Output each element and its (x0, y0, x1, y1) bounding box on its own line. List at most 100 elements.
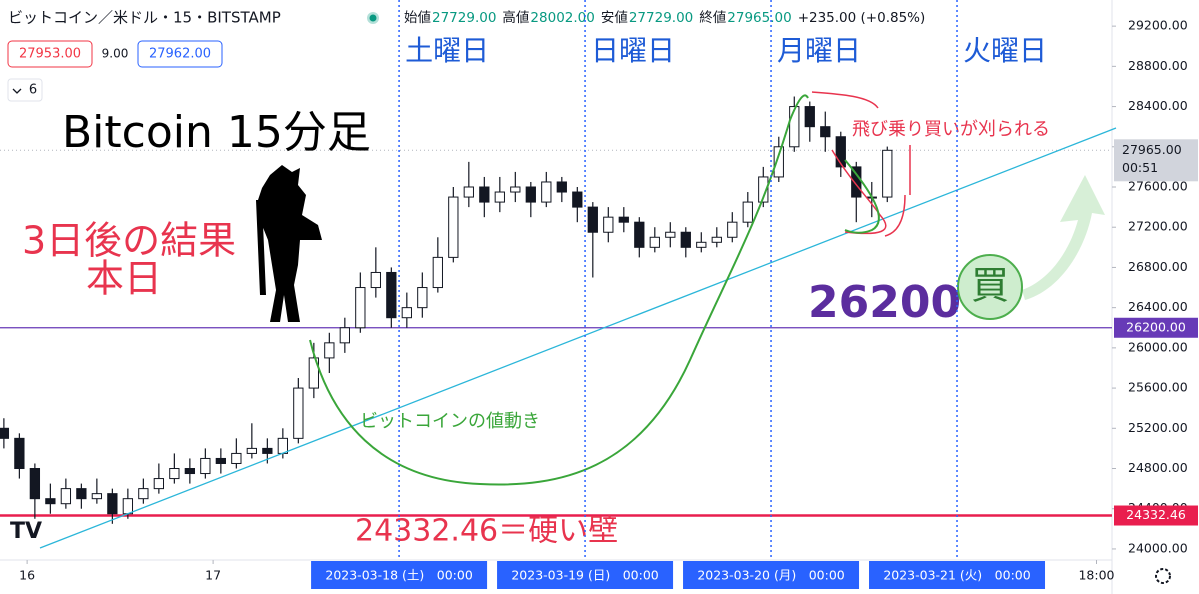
candle-body (727, 221, 738, 238)
y-tick-label: 24000.00 (1128, 540, 1188, 555)
candle-body (463, 186, 474, 198)
y-tick-label: 28800.00 (1128, 58, 1188, 73)
symbol-title: ビットコイン／米ドル・15・BITSTAMP (8, 9, 281, 27)
candle-body (572, 191, 583, 208)
buy-price[interactable]: 27962.00 (149, 47, 211, 62)
candle-body (401, 307, 412, 319)
sell-button[interactable] (7, 40, 93, 68)
y-tick-label: 25200.00 (1128, 420, 1188, 435)
candle-body (324, 342, 335, 359)
candle-body (308, 357, 319, 389)
candle-body (448, 196, 459, 258)
candle-body (339, 327, 350, 344)
status-dot (369, 14, 377, 22)
indicator-toggle[interactable] (7, 78, 43, 102)
result-note: 3日後の結果 (22, 219, 236, 263)
ohlc-label: +235.00 (+0.85%) (798, 10, 926, 26)
date-badge (497, 561, 674, 589)
buy-mark: 買 (971, 264, 1009, 308)
candle-body (200, 457, 211, 475)
y-tick-label: 24800.00 (1128, 460, 1188, 475)
y-tick-label: 26800.00 (1128, 259, 1188, 274)
target-price: 26200 (808, 277, 961, 328)
price-badge (1114, 505, 1198, 526)
candle-body (153, 478, 165, 490)
indicator-count[interactable]: 6 (29, 83, 37, 98)
drop-curve (844, 159, 880, 234)
ohlc-label: 高値 (502, 9, 529, 26)
candle-body (293, 387, 304, 439)
candle-body (29, 468, 41, 500)
candle-body (789, 106, 800, 148)
x-tick-label: 18:00 (1078, 568, 1114, 583)
buy-button[interactable] (137, 40, 223, 68)
candle-body (494, 191, 505, 203)
candle-body (649, 236, 660, 248)
date-badge-label: 2023-03-19 (日) 00:00 (511, 568, 658, 583)
candle-body (432, 256, 443, 289)
price-badge (1114, 317, 1198, 338)
candle-body (355, 287, 366, 329)
candle-body (882, 149, 893, 198)
candle-body (835, 136, 846, 168)
candle-body (773, 146, 784, 178)
day-name: 月曜日 (777, 34, 861, 67)
candle-body (417, 287, 428, 309)
price-badge-label: 26200.00 (1126, 319, 1186, 334)
date-badge (869, 561, 1046, 589)
candle-body (618, 216, 629, 223)
sell-price[interactable]: 27953.00 (19, 47, 81, 62)
ohlc-value: 27965.00 (727, 10, 791, 26)
candle-body (820, 126, 831, 138)
wall-note: 24332.46＝硬い壁 (355, 514, 618, 549)
candle-body (696, 241, 707, 248)
candle-body (107, 493, 118, 515)
candle-body (758, 176, 769, 203)
day-name: 日曜日 (591, 34, 675, 67)
ohlc-value: 27729.00 (629, 10, 693, 26)
candle-body (711, 236, 722, 243)
up-arrow (1022, 175, 1105, 300)
y-tick-label: 26000.00 (1128, 339, 1188, 354)
candle-body (169, 468, 180, 480)
candle-body (122, 498, 134, 515)
candle-body (231, 452, 242, 464)
candle-body (479, 186, 490, 203)
candle-body (603, 216, 614, 233)
countdown: 00:51 (1122, 160, 1158, 175)
movement-curve (309, 94, 809, 486)
day-name: 火曜日 (963, 34, 1047, 67)
date-badge (683, 561, 860, 589)
last-price-badge (1114, 139, 1198, 182)
ohlc-value: 27729.00 (432, 10, 496, 26)
candle-body (556, 181, 567, 193)
candle-body (14, 437, 25, 470)
price-badge-label: 24332.46 (1126, 507, 1186, 522)
candle-body (91, 493, 103, 500)
y-tick-label: 26400.00 (1128, 299, 1188, 314)
date-badge (311, 561, 488, 589)
last-price-label: 27965.00 (1122, 142, 1182, 157)
candle-body (215, 457, 226, 464)
buy-circle (957, 254, 1023, 320)
x-tick-label: 17 (205, 568, 221, 583)
ohlc-legend: 始値 27729.00 高値 28002.00 安値 27729.00 終値 27965.00… (404, 9, 925, 26)
y-tick-label: 27200.00 (1128, 219, 1188, 234)
ohlc-label: 終値 (699, 10, 726, 26)
candle-body (60, 488, 72, 505)
candle-body (525, 186, 536, 203)
settings-icon[interactable] (1155, 568, 1171, 584)
candle-body (277, 437, 288, 454)
y-tick-label: 27600.00 (1128, 179, 1188, 194)
plot (0, 96, 1112, 524)
candle-body (184, 468, 196, 475)
candle-body (45, 498, 56, 505)
today-note: 本日 (86, 257, 162, 301)
candle-body (541, 181, 552, 203)
drop-markup (811, 91, 911, 237)
candle-body (370, 271, 381, 289)
trend-line (39, 127, 1117, 549)
candle-body (386, 271, 397, 319)
candle-body (587, 206, 598, 233)
y-tick-label: 25600.00 (1128, 380, 1188, 395)
